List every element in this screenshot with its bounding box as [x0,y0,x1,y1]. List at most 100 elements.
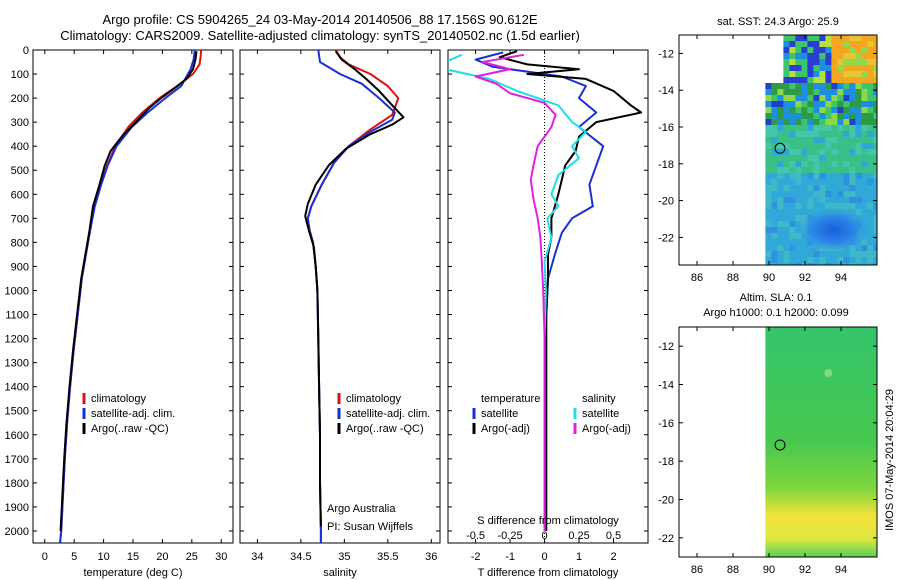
sst-cell [771,101,778,108]
sst-cell [807,101,814,108]
sst-cell [783,71,790,78]
sst-cell [861,161,868,168]
sst-cell [771,83,778,90]
sst-cell [801,161,808,168]
sst-cell [825,251,832,258]
sst-cell [819,83,826,90]
sst-cell [831,41,838,48]
sst-cell [789,191,796,198]
sst-cell [825,143,832,150]
sst-cell [849,107,856,114]
sst-cell [789,83,796,90]
sst-cell [855,65,862,72]
sst-cell [801,137,808,144]
sst-cell [819,185,826,192]
argo-raw-qc--line [59,51,198,532]
sst-cell [855,71,862,78]
sst-cell [831,137,838,144]
sst-cell [855,203,862,210]
sst-cell [849,161,856,168]
sst-cell [795,107,802,114]
sst-cell [867,227,874,234]
temperature-satellite-line [474,51,605,531]
sst-cell [789,221,796,228]
sst-cell [789,71,796,78]
sst-cell [825,263,832,265]
depth-tick-label: 1400 [5,382,29,394]
legend-label: Argo(..raw -QC) [346,423,424,435]
sst-cell [837,89,844,96]
sst-cell [771,167,778,174]
sst-cell [789,203,796,210]
map-x-tick-label: 86 [691,564,703,576]
sst-cell [873,119,877,126]
sst-cell [795,245,802,252]
sst-cell [825,89,832,96]
sst-cell [867,53,874,60]
sst-cell [813,107,820,114]
sst-cell [819,47,826,54]
sst-cell [861,215,868,222]
sst-cell [807,107,814,114]
sst-cell [861,263,868,265]
map-y-tick-label: -22 [658,232,674,244]
sst-cell [771,245,778,252]
sst-cell [843,125,850,132]
sst-cell [849,167,856,174]
sst-cell [765,83,772,90]
sst-cell [825,77,832,84]
sst-cell [843,197,850,204]
sst-cell [867,77,874,84]
sst-cell [837,161,844,168]
sst-cell [873,257,877,264]
sst-cell [801,191,808,198]
sst-cell [861,191,868,198]
sst-cell [855,251,862,258]
sst-cell [819,155,826,162]
sst-cell [867,107,874,114]
legend-label: Argo(..raw -QC) [91,423,169,435]
sst-cell [783,215,790,222]
sst-cell [861,137,868,144]
sst-cell [837,77,844,84]
sst-cell [855,245,862,252]
sst-cell [807,89,814,96]
sst-cell [867,167,874,174]
sst-cell [795,47,802,54]
sst-cell [801,77,808,84]
sst-cell [861,59,868,66]
sst-cell [777,95,784,102]
sst-cell [813,119,820,126]
sst-cell [777,113,784,120]
sst-cell [777,143,784,150]
sst-cell [807,179,814,186]
sst-cell [789,173,796,180]
sst-cell [825,47,832,54]
sst-cell [867,185,874,192]
sst-cell [765,257,772,264]
sst-cell [783,101,790,108]
sst-cell [873,143,877,150]
sst-cell [843,131,850,138]
sst-cell [819,65,826,72]
sst-cell [789,77,796,84]
sst-cell [813,65,820,72]
sst-cell [771,215,778,222]
sst-map-frame [678,34,878,266]
x-tick-label: 0 [541,551,547,563]
salinity-legend: climatology satellite-adj. clim. Argo(..ra… [337,393,430,435]
sst-cell [873,53,877,60]
temperature-lines [59,50,203,543]
sst-cell [789,167,796,174]
sst-cell [789,143,796,150]
map-y-tick-label: -12 [658,48,674,60]
sst-cell [819,173,826,180]
sst-cell [837,155,844,162]
sst-cell [795,155,802,162]
sst-heatmap [765,35,877,265]
sst-cell [819,167,826,174]
salinity-lines [304,50,405,543]
sst-cell [867,137,874,144]
sst-cell [771,185,778,192]
sst-cell [813,95,820,102]
